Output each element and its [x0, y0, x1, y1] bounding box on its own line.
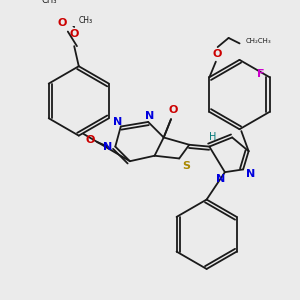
Text: N: N — [216, 175, 225, 184]
Text: O: O — [70, 29, 79, 39]
Text: N: N — [112, 117, 122, 127]
Text: N: N — [146, 110, 154, 121]
Text: CH₃: CH₃ — [79, 16, 93, 25]
Text: S: S — [182, 161, 190, 171]
Text: O: O — [213, 50, 222, 59]
Text: H: H — [209, 133, 217, 142]
Text: N: N — [103, 142, 112, 152]
Text: O: O — [85, 135, 94, 145]
Text: CH₂CH₃: CH₂CH₃ — [246, 38, 272, 44]
Text: O: O — [168, 105, 178, 115]
Text: F: F — [257, 70, 264, 80]
Text: N: N — [246, 169, 255, 179]
Text: CH₃: CH₃ — [42, 0, 57, 5]
Text: O: O — [58, 18, 67, 28]
